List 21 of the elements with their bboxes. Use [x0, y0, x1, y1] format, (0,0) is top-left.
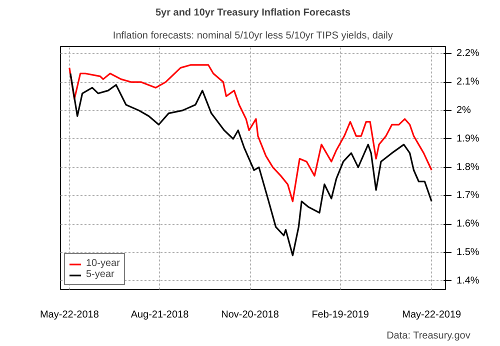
legend-label: 5-year [86, 269, 114, 280]
x-tick-label: Nov-20-2018 [221, 310, 280, 320]
y-tick-label: 1.7% [456, 190, 480, 202]
y-tick-label: 1.6% [456, 218, 480, 230]
x-tick-label: May-22-2018 [40, 310, 100, 320]
y-tick-label: 1.9% [456, 133, 480, 144]
y-tick-label: 1.4% [456, 275, 480, 286]
line-series [68, 64, 432, 202]
legend-label: 10-year [86, 258, 120, 269]
chart-subtitle: Inflation forecasts: nominal 5/10yr less 5/10yr TIPS yields, daily [112, 30, 393, 42]
text: Data: Treasury.gov [386, 330, 470, 342]
y-tick-label: 1.5% [456, 247, 480, 258]
x-tick-label: Feb-19-2019 [312, 310, 370, 320]
y-tick-label: 2.1% [456, 76, 480, 88]
x-tick-label: May-22-2019 [402, 310, 462, 320]
y-tick-label: 2% [456, 104, 472, 116]
y-tick-label: 2.2% [456, 48, 480, 60]
line-series [70, 72, 432, 256]
x-tick-label: Aug-21-2018 [130, 310, 190, 320]
y-tick-label: 1.8% [456, 162, 480, 173]
chart-title: 5yr and 10yr Treasury Inflation Forecasts [155, 8, 351, 18]
